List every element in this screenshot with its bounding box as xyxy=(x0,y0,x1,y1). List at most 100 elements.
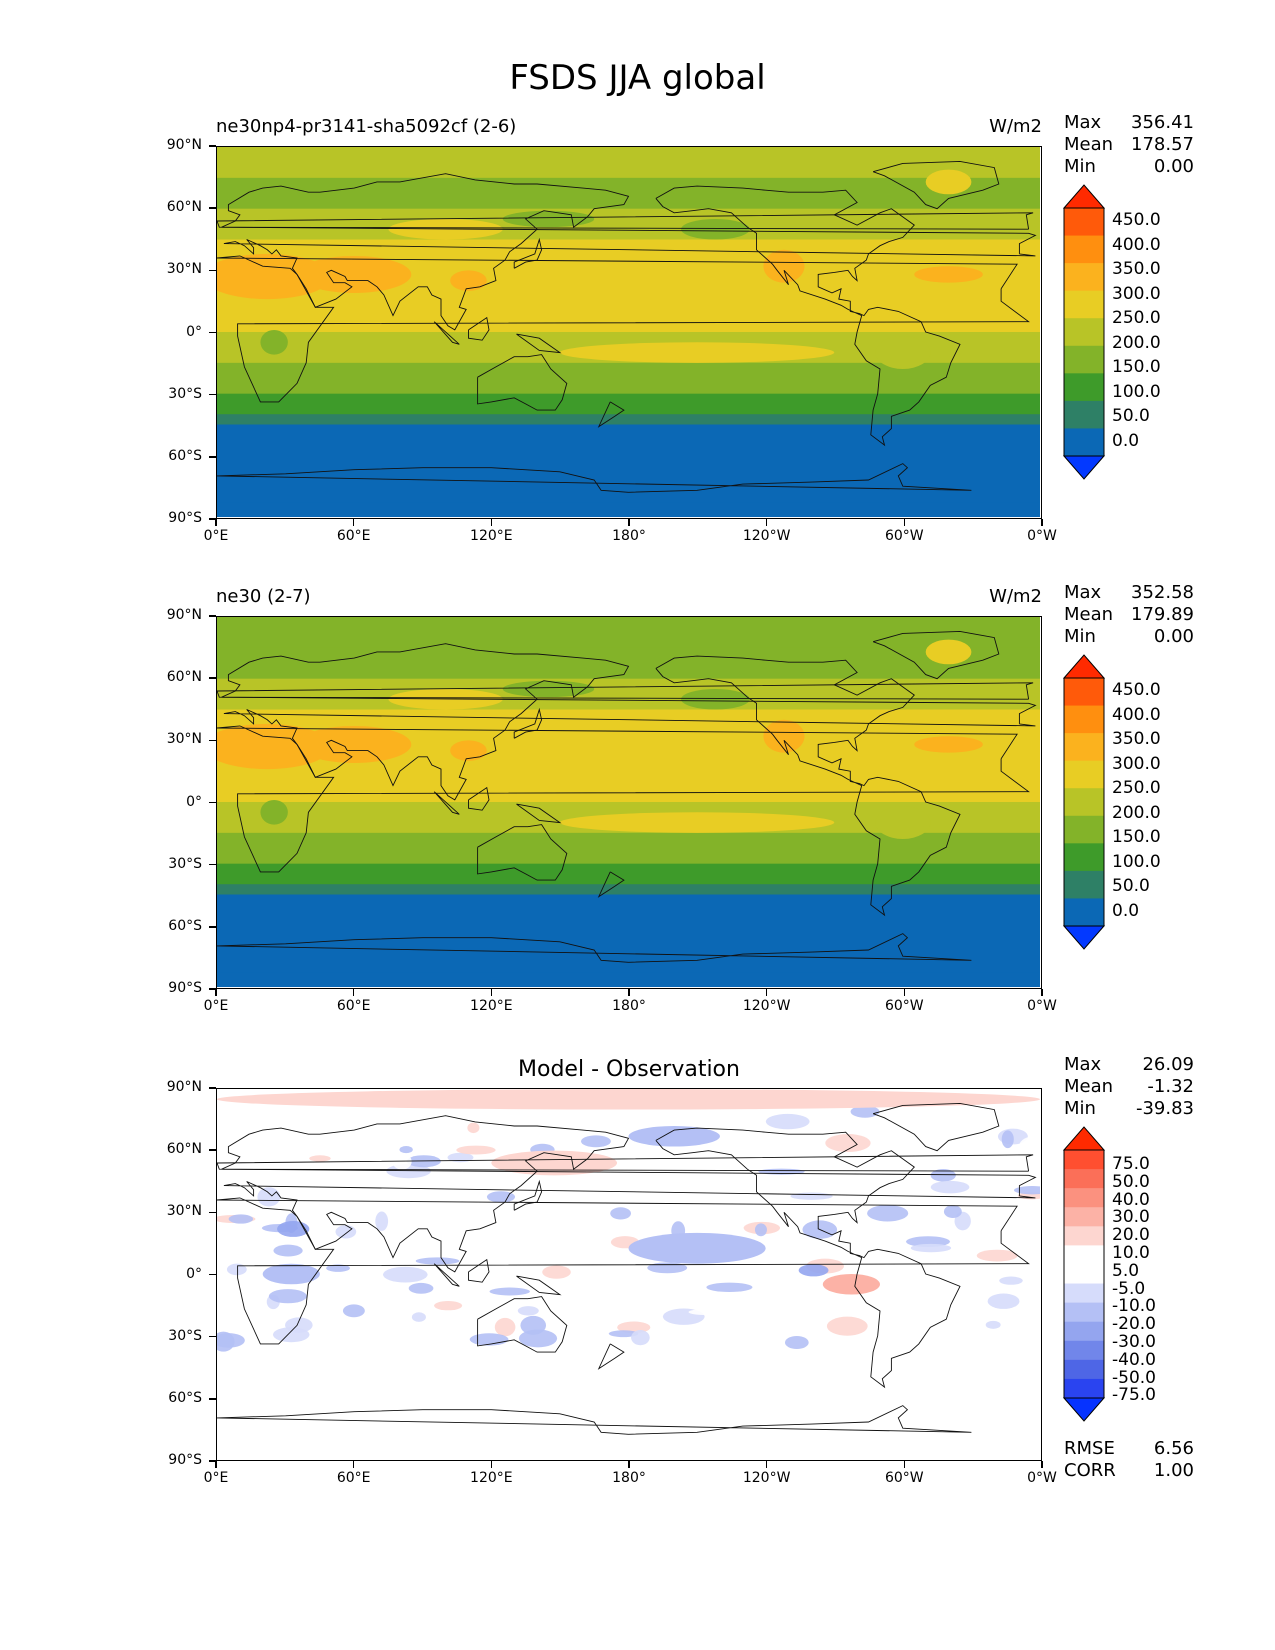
coastline xyxy=(221,643,1037,801)
coastline xyxy=(516,1275,562,1296)
x-tick-label: 120°E xyxy=(470,998,513,1014)
coastline xyxy=(221,1115,1037,1273)
colorbar-tick-label: 250.0 xyxy=(1112,778,1161,798)
anomaly-blob xyxy=(754,1223,767,1237)
colorbar-tick-label: 5.0 xyxy=(1112,1260,1140,1281)
coastline xyxy=(217,1154,1034,1172)
colorbar-tick-label: 400.0 xyxy=(1112,704,1161,725)
colorbar-tick-label: -40.0 xyxy=(1112,1349,1156,1370)
colorbar-segment xyxy=(1064,815,1104,844)
coastline xyxy=(217,1197,1030,1345)
map-plot xyxy=(216,1088,1042,1461)
anomaly-blob xyxy=(520,1315,547,1335)
colorbar-segment xyxy=(1064,373,1104,402)
y-tick-label: 30°S xyxy=(168,385,202,402)
zonal-band xyxy=(217,647,1040,680)
coastline xyxy=(597,871,625,898)
coastline xyxy=(597,1343,625,1370)
y-tick-label: 90°N xyxy=(166,1079,202,1095)
zonal-band xyxy=(217,393,1040,415)
map-svg xyxy=(217,1089,1040,1459)
stat-mean-value: 179.89 xyxy=(1131,604,1194,625)
anomaly-blob xyxy=(930,1169,956,1182)
colorbar-tick-label: 350.0 xyxy=(1112,729,1161,749)
anomaly-blob xyxy=(655,1334,683,1350)
x-tick xyxy=(628,989,630,996)
colorbar-segment xyxy=(1064,843,1104,872)
intensity-patch xyxy=(763,249,805,283)
anomaly-blob xyxy=(494,1317,516,1337)
anomaly-blob xyxy=(825,1134,871,1153)
anomaly-blob xyxy=(765,1113,810,1130)
intensity-patch xyxy=(217,253,332,300)
zonal-band xyxy=(217,414,1040,426)
x-tick xyxy=(765,1461,768,1468)
x-tick-label: 60°W xyxy=(884,1470,924,1486)
anomaly-blob xyxy=(631,1330,650,1346)
colorbar-tick-label: 400.0 xyxy=(1112,234,1161,255)
anomaly-blob xyxy=(955,1194,994,1205)
colorbar-extend-max xyxy=(1062,654,1106,679)
colorbar-extend-min xyxy=(1062,455,1106,480)
x-tick-label: 120°W xyxy=(742,998,791,1014)
anomaly-blob xyxy=(688,1308,726,1316)
zonal-band xyxy=(217,863,1040,885)
coastline xyxy=(217,725,1030,873)
x-tick xyxy=(765,519,768,526)
coastline xyxy=(872,1102,1000,1152)
anomaly-blob xyxy=(382,1266,428,1283)
x-tick-label: 120°W xyxy=(742,528,791,544)
intensity-patch xyxy=(297,255,412,293)
panel-title: Model - Observation xyxy=(518,1057,740,1082)
zonal-band xyxy=(217,502,1040,517)
y-tick xyxy=(209,393,216,396)
colorbar-tick-label: 30.0 xyxy=(1112,1207,1150,1228)
figure-title: FSDS JJA global xyxy=(509,58,766,98)
colorbar-segment xyxy=(1064,1169,1104,1189)
corr-value: 1.00 xyxy=(1153,1460,1194,1481)
colorbar-extend-max xyxy=(1062,1126,1106,1151)
colorbar-tick-label: -75.0 xyxy=(1112,1385,1156,1406)
x-tick xyxy=(1041,519,1043,526)
stat-min-label: Min xyxy=(1064,156,1096,177)
y-tick-label: 90°N xyxy=(166,137,202,153)
anomaly-blob xyxy=(399,1146,413,1154)
y-tick-label: 90°N xyxy=(166,607,202,623)
y-tick xyxy=(209,269,216,272)
x-tick-label: 120°E xyxy=(470,1470,513,1486)
zonal-band xyxy=(217,208,1040,241)
colorbar-tick-label: 150.0 xyxy=(1112,827,1161,847)
colorbar-tick-label: 20.0 xyxy=(1112,1225,1150,1246)
intensity-patch xyxy=(450,270,487,291)
colorbar-segment xyxy=(1064,1302,1104,1323)
y-tick xyxy=(209,615,216,617)
x-tick xyxy=(352,1461,355,1468)
x-tick xyxy=(352,989,355,996)
colorbar-segment xyxy=(1064,1359,1104,1380)
x-tick xyxy=(628,519,630,526)
colorbar-segment xyxy=(1064,235,1104,264)
coastline xyxy=(516,333,562,354)
coastline xyxy=(468,316,490,341)
anomaly-blob xyxy=(910,1243,952,1253)
stat-max-label: Max xyxy=(1064,112,1102,133)
x-tick xyxy=(215,1461,217,1468)
intensity-patch xyxy=(260,329,288,355)
panel-title: ne30 (2-7) xyxy=(216,586,311,607)
colorbar-segment xyxy=(1064,1245,1104,1265)
colorbar-segment xyxy=(1064,428,1104,457)
colorbar-segment xyxy=(1064,1207,1104,1227)
y-tick-label: 60°N xyxy=(166,1141,202,1158)
y-tick xyxy=(209,1398,216,1400)
colorbar-tick-label: 200.0 xyxy=(1112,332,1161,353)
anomaly-blob xyxy=(930,1180,970,1194)
y-tick-label: 60°S xyxy=(168,1389,202,1406)
y-tick-label: 30°N xyxy=(166,731,202,748)
colorbar-extend-min xyxy=(1062,925,1106,950)
intensity-patch xyxy=(559,342,835,363)
colorbar-frame xyxy=(1063,1149,1105,1399)
zonal-band xyxy=(217,147,1040,179)
intensity-patch xyxy=(681,218,750,240)
colorbar-segment xyxy=(1064,1150,1104,1170)
anomaly-blob xyxy=(976,1249,1018,1262)
